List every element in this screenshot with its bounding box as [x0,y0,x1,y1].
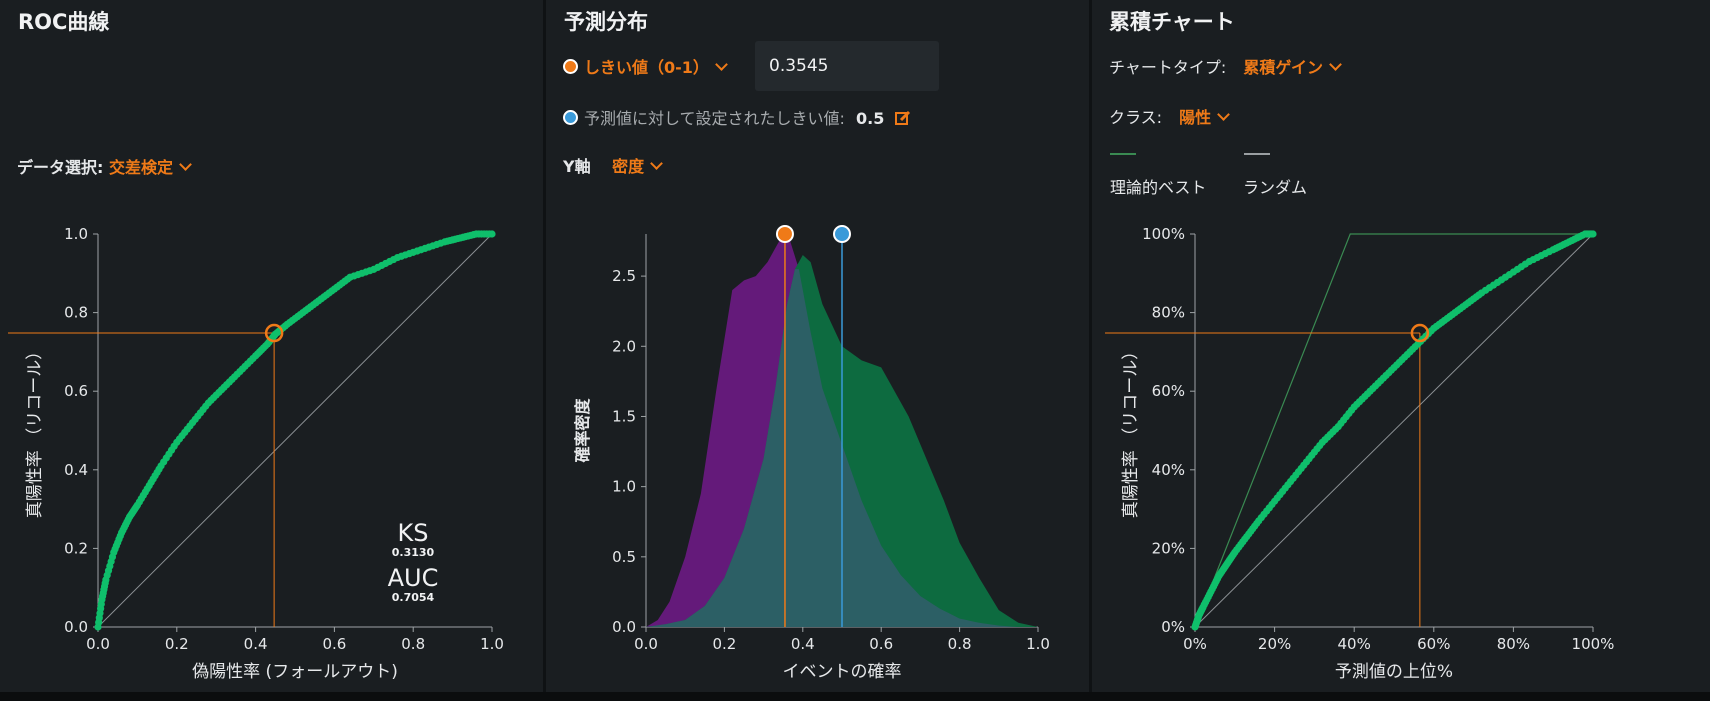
chart-type-dropdown[interactable]: 累積ゲイン [1243,58,1342,77]
y-tick-label: 60% [1152,382,1185,400]
x-tick-label: 0% [1183,635,1207,653]
x-axis-title: 偽陽性率 (フォールアウト) [192,662,398,682]
x-tick-label: 0.6 [322,635,346,653]
negative-class-area [646,231,1038,627]
y-tick-label: 80% [1152,304,1185,322]
set-threshold-dot-icon [563,110,578,125]
y-tick-label: 0% [1161,618,1185,636]
x-tick-label: 0.0 [86,635,110,653]
y-axis-title: 真陽性率 （リコール） [25,343,45,518]
y-tick-label: 1.0 [64,225,88,243]
bottom-bar [0,692,1710,701]
prediction-distribution-chart: 0.0 0.2 0.4 0.6 0.8 1.0 イベントの確率 0.0 0.5 1.0 1.5 2.0… [573,225,1050,682]
x-tick-label: 0.0 [634,635,658,653]
set-threshold-label: 予測値に対して設定されたしきい値: [584,109,845,128]
y-tick-label: 0.4 [64,461,88,479]
x-axis-title: イベントの確率 [783,662,902,682]
legend-best-swatch [1110,153,1136,155]
chart-type-row: チャートタイプ: 累積ゲイン [1109,54,1342,78]
y-axis-label: Y軸 [563,157,591,176]
y-tick-label: 1.0 [612,478,636,496]
pred-title: 予測分布 [564,10,648,34]
set-threshold-value: 0.5 [856,109,885,128]
ks-label: KS [398,519,429,547]
x-tick-label: 60% [1417,635,1450,653]
random-line [97,233,493,628]
y-tick-label: 0.0 [612,618,636,636]
x-tick-label: 0.2 [165,635,189,653]
ks-value: 0.3130 [392,546,435,559]
y-tick-label: 0.6 [64,382,88,400]
x-tick-label: 0.8 [401,635,425,653]
roc-chart: 0.0 0.2 0.4 0.6 0.8 1.0 偽陽性率 (フォールアウト) 0.0 0.2 0.… [8,225,504,682]
chart-type-label: チャートタイプ: [1109,58,1227,77]
data-select-label: データ選択: [17,158,104,177]
y-tick-label: 100% [1142,225,1185,243]
cum-title: 累積チャート [1109,10,1235,34]
y-tick-label: 0.0 [64,618,88,636]
chevron-down-icon [715,58,728,71]
threshold-marker [1410,323,1430,343]
cumulative-chart: 0% 20% 40% 60% 80% 100% 予測値の上位% 0% 20% 40% 60% 80% 1… [1105,225,1615,682]
chevron-down-icon [650,157,664,170]
set-threshold-row: 予測値に対して設定されたしきい値: 0.5 [563,105,911,129]
prediction-distribution-panel: 予測分布 0.0 0.2 0.4 0.6 0.8 1.0 イベントの確率 0.0 0.5 1.0 1… [546,0,1089,692]
roc-panel: ROC曲線 データ選択: 交差検定 0.0 0.2 0.4 0.6 0.8 1.0 偽陽性率… [0,0,543,692]
threshold-dot-icon [563,59,578,74]
x-tick-label: 0.8 [948,635,972,653]
edit-icon[interactable] [895,110,911,126]
y-tick-label: 1.5 [612,407,636,425]
y-axis-dropdown[interactable]: 密度 [612,157,664,176]
x-axis-title: 予測値の上位% [1335,662,1453,682]
x-tick-label: 0.4 [791,635,815,653]
threshold-row: しきい値（0-1） [563,54,728,78]
x-tick-label: 1.0 [480,635,504,653]
y-tick-label: 2.0 [612,337,636,355]
y-axis-title: 確率密度 [573,398,592,463]
data-select-dropdown[interactable]: 交差検定 [109,158,192,177]
legend-random-swatch [1244,153,1270,155]
random-line [1194,233,1594,628]
legend-best-label[interactable]: 理論的ベスト [1110,178,1207,197]
x-tick-label: 0.4 [244,635,268,653]
y-axis-row: Y軸 密度 [563,153,664,177]
data-select-row: データ選択: 交差検定 [17,154,192,178]
threshold-marker [264,323,284,343]
cumulative-panel: 累積チャート チャートタイプ: 累積ゲイン クラス: 陽性 理論的ベスト ランダ… [1092,0,1710,692]
class-dropdown[interactable]: 陽性 [1179,108,1231,127]
y-axis-title: 真陽性率 （リコール） [1121,343,1141,518]
class-row: クラス: 陽性 [1109,104,1231,128]
curve-point [488,230,496,238]
threshold-handle [775,225,794,243]
x-tick-label: 1.0 [1026,635,1050,653]
x-tick-label: 40% [1338,635,1371,653]
threshold-input[interactable]: 0.3545 [755,41,939,91]
theoretical-best-line [1194,233,1593,628]
curve-point [1589,230,1597,238]
x-tick-label: 100% [1572,635,1615,653]
auc-label: AUC [388,564,439,592]
roc-title: ROC曲線 [18,10,110,34]
y-tick-label: 40% [1152,461,1185,479]
set-threshold-handle [833,225,851,243]
y-tick-label: 0.2 [64,539,88,557]
x-tick-label: 20% [1258,635,1291,653]
y-tick-label: 0.8 [64,304,88,322]
x-tick-label: 0.6 [869,635,893,653]
class-label: クラス: [1109,108,1163,127]
y-tick-label: 2.5 [612,267,636,285]
auc-value: 0.7054 [392,591,435,604]
threshold-dropdown[interactable]: しきい値（0-1） [584,58,728,77]
y-tick-label: 0.5 [612,548,636,566]
y-tick-label: 20% [1152,539,1185,557]
x-tick-label: 80% [1497,635,1530,653]
x-tick-label: 0.2 [712,635,736,653]
legend-random-label[interactable]: ランダム [1243,178,1308,197]
